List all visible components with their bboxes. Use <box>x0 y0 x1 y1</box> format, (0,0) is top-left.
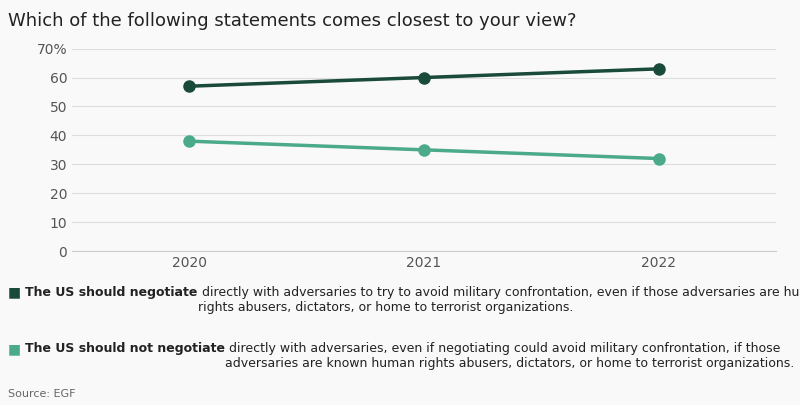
Text: ■: ■ <box>8 342 21 356</box>
Text: The US should negotiate: The US should negotiate <box>25 286 198 298</box>
Text: The US should not negotiate: The US should not negotiate <box>25 342 225 355</box>
Text: directly with adversaries, even if negotiating could avoid military confrontatio: directly with adversaries, even if negot… <box>225 342 794 370</box>
Text: Source: EGF: Source: EGF <box>8 389 75 399</box>
Text: Which of the following statements comes closest to your view?: Which of the following statements comes … <box>8 12 577 30</box>
Text: directly with adversaries to try to avoid military confrontation, even if those : directly with adversaries to try to avoi… <box>198 286 800 313</box>
Text: ■: ■ <box>8 286 21 300</box>
